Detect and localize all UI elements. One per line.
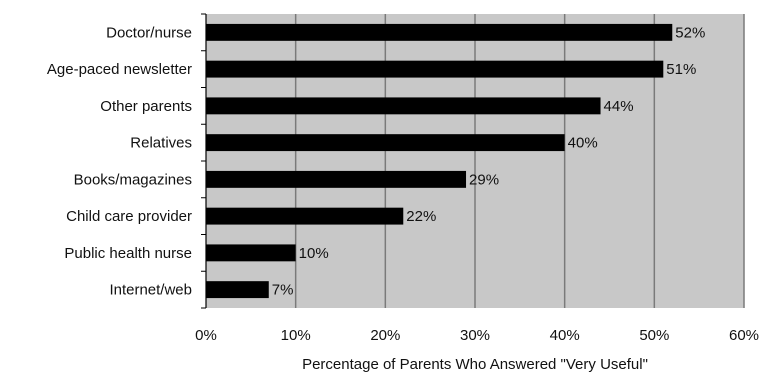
category-label: Internet/web (109, 282, 192, 299)
bar (206, 281, 269, 299)
category-label: Doctor/nurse (106, 24, 192, 41)
data-label: 29% (469, 171, 499, 188)
bar (206, 170, 467, 188)
x-tick-label: 30% (460, 327, 490, 344)
x-tick-label: 50% (639, 327, 669, 344)
data-label: 40% (568, 135, 598, 152)
data-labels: 52% 51% 44% 40% 29% 22% 10% 7% (272, 24, 706, 298)
category-label: Books/magazines (74, 171, 192, 188)
category-label: Age-paced newsletter (47, 61, 192, 78)
x-tick-label: 40% (550, 327, 580, 344)
bar (206, 207, 404, 225)
x-tick-label: 0% (195, 327, 217, 344)
bars (206, 23, 673, 299)
data-label: 52% (675, 24, 705, 41)
category-label: Other parents (100, 98, 192, 115)
bar (206, 60, 664, 78)
bar (206, 97, 601, 115)
category-label: Relatives (130, 135, 192, 152)
data-label: 7% (272, 282, 294, 299)
y-axis (201, 13, 207, 309)
bar (206, 134, 565, 152)
bar (206, 23, 673, 41)
category-label: Public health nurse (64, 245, 192, 262)
data-label: 22% (406, 208, 436, 225)
category-labels: Doctor/nurse Age-paced newsletter Other pa… (47, 24, 192, 298)
x-axis-title: Percentage of Parents Who Answered "Very… (302, 356, 648, 373)
x-tick-label: 20% (370, 327, 400, 344)
x-tick-labels: 0% 10% 20% 30% 40% 50% 60% (195, 327, 759, 344)
x-tick-label: 10% (281, 327, 311, 344)
data-label: 51% (666, 61, 696, 78)
x-tick-label: 60% (729, 327, 759, 344)
bar (206, 244, 296, 262)
category-label: Child care provider (66, 208, 192, 225)
data-label: 10% (299, 245, 329, 262)
data-label: 44% (604, 98, 634, 115)
